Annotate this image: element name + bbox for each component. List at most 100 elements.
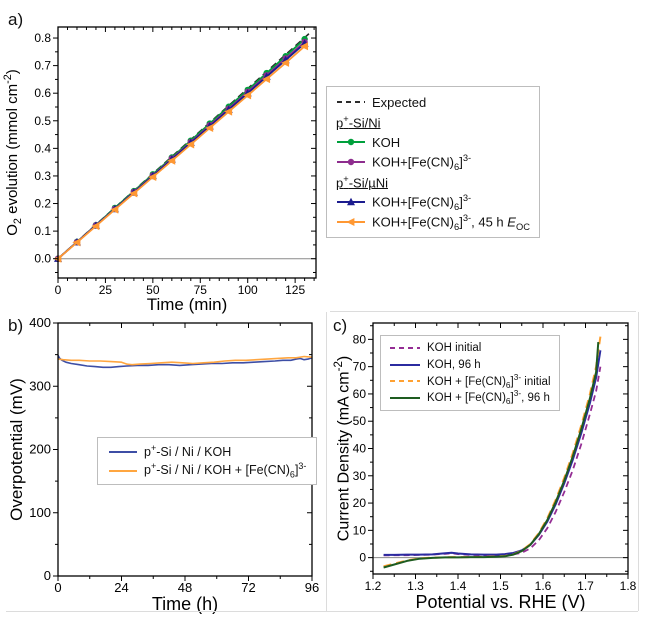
legend-line-sample	[109, 469, 137, 472]
x-tick-label: 100	[238, 283, 258, 297]
y-tick-label: 10	[353, 523, 367, 537]
triangle-left-marker	[346, 218, 355, 226]
x-tick-label: 24	[114, 580, 128, 595]
panel-a: a) 0 25 50 75 100 125 0.0 0.1 0.2 0.3 0.4 0.5 0.6 0.7…	[0, 0, 330, 314]
x-tick-label: 1.5	[492, 579, 509, 593]
triangle-left-marker	[205, 123, 214, 132]
triangle-left-marker	[243, 91, 252, 100]
y-tick-label: 0.8	[34, 31, 51, 45]
triangle-left-marker	[72, 238, 81, 247]
triangle-left-marker	[167, 156, 176, 165]
triangle-left-marker	[129, 189, 138, 198]
x-tick-label: 25	[99, 283, 113, 297]
series-line-1	[383, 350, 602, 556]
triangle-left-marker	[281, 58, 290, 67]
panel-a-y-axis-title: O2 evolution (mmol cm-2)	[2, 69, 24, 236]
series-line-0	[57, 354, 313, 369]
divider	[6, 611, 638, 612]
series-line-1	[57, 355, 313, 366]
panel-c-y-axis-title: Current Density (mA cm-2)	[333, 355, 353, 542]
x-tick-label: 75	[194, 283, 208, 297]
y-tick-label: 70	[353, 360, 367, 374]
x-tick-label: 1.8	[620, 579, 637, 593]
panel-a-x-axis-title: Time (min)	[146, 295, 228, 314]
legend-item: KOH+[Fe(CN)6]3-	[336, 192, 530, 212]
legend-line-sample	[337, 138, 365, 146]
y-tick-label: 0.3	[34, 169, 51, 183]
triangle-left-marker	[186, 140, 195, 149]
legend-line-sample	[337, 218, 365, 226]
y-tick-label: 200	[29, 442, 51, 457]
legend-line-sample	[337, 197, 365, 206]
legend-line-sample	[390, 396, 420, 399]
legend-a: Expected p+-Si/Ni KOH KOH+[Fe(CN)6]3- p+-Si/…	[326, 86, 540, 238]
series-line-3	[383, 342, 600, 569]
y-tick-label: 0.5	[34, 114, 51, 128]
x-tick-label: 0	[55, 283, 62, 297]
legend-line-sample	[390, 347, 420, 350]
y-tick-label: 100	[29, 505, 51, 520]
panel-b-x-axis-title: Time (h)	[151, 594, 219, 614]
panel-c: c) 1.2 1.3 1.4 1.5 1.6 1.7 1.8 0 10 20 30 40 50 60 70 8…	[330, 311, 645, 626]
triangle-left-marker	[224, 107, 233, 116]
legend-item: KOH	[336, 132, 530, 152]
x-tick-label: 72	[241, 580, 255, 595]
legend-item: KOH+[Fe(CN)6]3-, 45 h EOC	[336, 212, 530, 232]
y-tick-label: 0.6	[34, 86, 51, 100]
divider	[326, 312, 327, 611]
panel-b-y-axis-title: Overpotential (mV)	[7, 378, 26, 521]
x-tick-label: 1.6	[535, 579, 552, 593]
x-tick-label: 125	[285, 283, 305, 297]
y-tick-label: 60	[353, 387, 367, 401]
legend-item: Expected	[336, 92, 530, 112]
legend-label: KOH initial	[427, 342, 482, 355]
y-tick-label: 30	[353, 469, 367, 483]
legend-line-sample	[337, 101, 365, 103]
panel-c-x-axis-title: Potential vs. RHE (V)	[415, 592, 586, 612]
y-tick-label: 0	[44, 568, 51, 583]
legend-line-sample	[390, 380, 420, 383]
legend-c: KOH initial KOH, 96 h KOH + [Fe(CN)6]3- in…	[380, 335, 560, 411]
legend-label: KOH+[Fe(CN)6]3-, 45 h EOC	[372, 212, 530, 232]
y-tick-label: 0	[359, 551, 366, 565]
legend-label: p+-Si/µNi	[336, 173, 388, 191]
panel-a-plot: 0 25 50 75 100 125 0.0 0.1 0.2 0.3 0.4 0.5 0.6 0.7 0.8	[34, 26, 317, 297]
legend-item: KOH, 96 h	[389, 357, 551, 374]
legend-label: KOH	[372, 134, 401, 150]
y-tick-label: 400	[29, 315, 51, 330]
y-tick-label: 50	[353, 414, 367, 428]
legend-label: p+-Si / Ni / KOH + [Fe(CN)6]3-	[144, 461, 307, 480]
legend-label: KOH + [Fe(CN)6]3- initial	[427, 372, 551, 390]
legend-item: p+-Si / Ni / KOH + [Fe(CN)6]3-	[108, 461, 306, 480]
legend-line-sample	[109, 450, 137, 453]
legend-label: KOH + [Fe(CN)6]3-, 96 h	[427, 389, 550, 407]
panel-b-label: b)	[8, 316, 24, 335]
x-tick-label: 1.2	[365, 579, 382, 593]
x-tick-label: 1.7	[577, 579, 594, 593]
y-tick-label: 0.2	[34, 197, 51, 211]
x-tick-label: 1.3	[407, 579, 424, 593]
panel-c-label: c)	[333, 316, 348, 335]
legend-item: KOH + [Fe(CN)6]3-, 96 h	[389, 389, 551, 407]
circle-marker	[347, 158, 355, 166]
y-tick-label: 20	[353, 496, 367, 510]
y-tick-label: 0.0	[34, 252, 51, 266]
panel-c-plot: 1.2 1.3 1.4 1.5 1.6 1.7 1.8 0 10 20 30 40 50 60 70 80	[353, 322, 637, 593]
circle-marker	[347, 138, 355, 146]
y-tick-label: 80	[353, 332, 367, 346]
triangle-left-marker	[262, 75, 271, 84]
legend-item: KOH + [Fe(CN)6]3- initial	[389, 373, 551, 390]
legend-label: KOH, 96 h	[427, 358, 481, 371]
triangle-left-marker	[110, 205, 119, 214]
legend-label: KOH+[Fe(CN)6]3-	[372, 192, 472, 212]
legend-label: p+-Si / Ni / KOH	[144, 443, 232, 460]
x-tick-label: 50	[146, 283, 160, 297]
plot-frame	[57, 26, 317, 279]
legend-item: p+-Si / Ni / KOH	[108, 442, 306, 461]
x-tick-label: 0	[54, 580, 61, 595]
legend-line-sample	[390, 363, 420, 366]
legend-label: KOH+[Fe(CN)6]3-	[372, 152, 472, 172]
x-tick-label: 1.4	[450, 579, 467, 593]
panel-a-label: a)	[8, 10, 24, 29]
triangle-up-marker	[347, 197, 355, 206]
